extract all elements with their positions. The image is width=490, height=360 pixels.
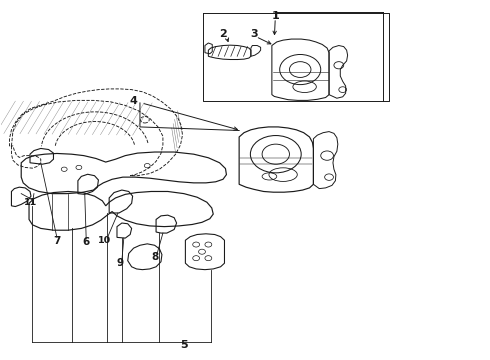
Text: 3: 3 (250, 29, 258, 39)
Text: 5: 5 (180, 340, 188, 350)
Text: 1: 1 (271, 11, 279, 21)
Text: 8: 8 (151, 252, 158, 262)
Text: 6: 6 (83, 237, 90, 247)
Text: 7: 7 (53, 236, 61, 246)
Text: 10: 10 (98, 237, 111, 246)
Text: 2: 2 (219, 29, 227, 39)
Text: 9: 9 (117, 258, 124, 268)
Text: 4: 4 (130, 96, 138, 106)
Text: 11: 11 (24, 198, 38, 207)
